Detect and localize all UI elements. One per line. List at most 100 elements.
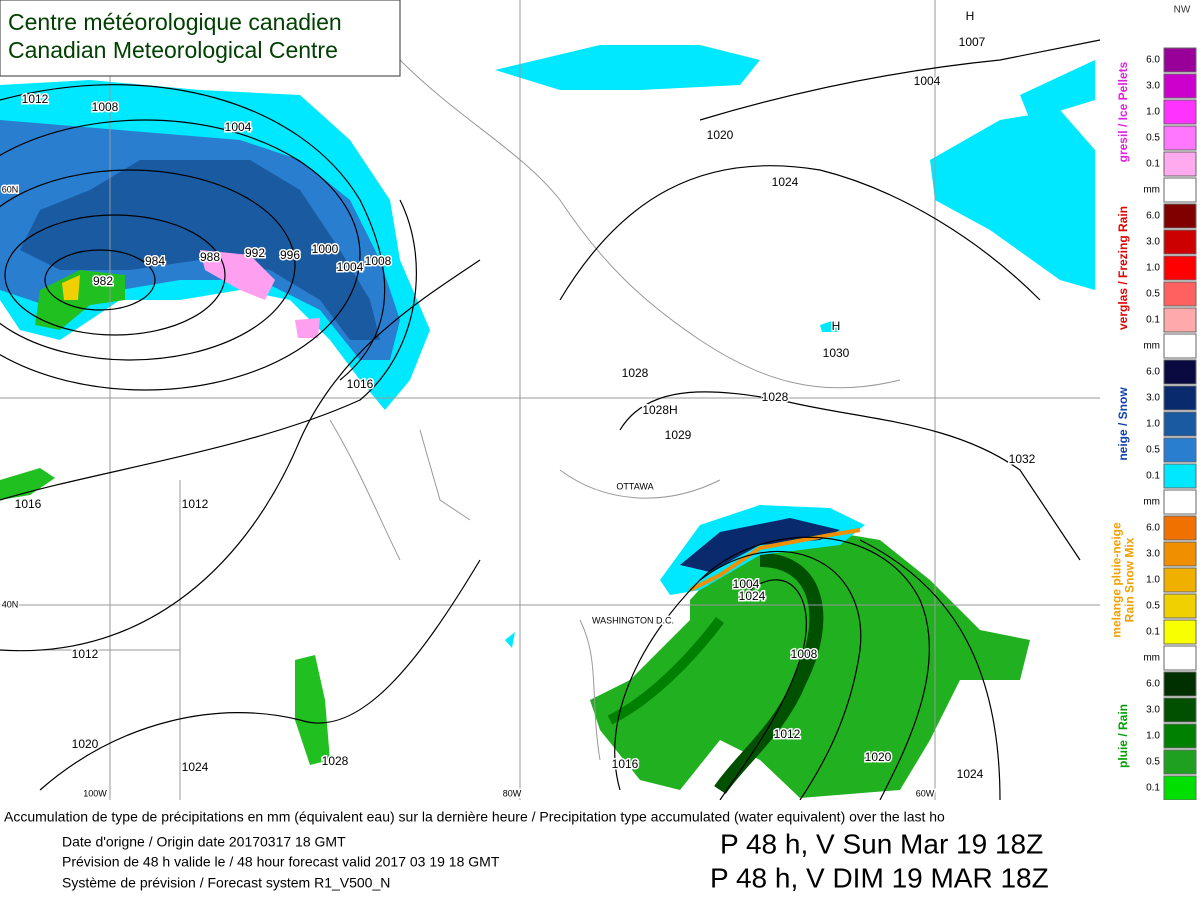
map-label: 1028 [622,366,649,380]
map-label: 996 [280,248,300,262]
legend-swatch [1163,437,1197,463]
valid-en: P 48 h, V Sun Mar 19 18Z [720,828,1043,859]
map-label: 1028H [642,403,677,417]
legend-swatch [1163,723,1197,749]
legend-swatch [1163,307,1197,333]
isobar [619,391,1081,561]
map-label: 1007 [959,35,986,49]
map-label: 1008 [92,100,119,114]
legend-swatch [1163,255,1197,281]
isobar [39,559,481,791]
map-label: 1016 [347,377,374,391]
legend-level: 0.1 [1146,315,1160,326]
isobar [44,249,156,311]
legend-swatch [1163,749,1197,775]
map-label: 60W [916,788,935,798]
map-label: 1008 [791,647,818,661]
footer-system: Système de prévision / Forecast system R… [62,875,390,891]
legend-level: 1.0 [1146,419,1160,430]
legend-level: 6.0 [1146,679,1160,690]
legend-group-label: melange pluie-neige [1110,522,1124,638]
legend-swatch [1163,385,1197,411]
map-label: 988 [200,250,220,264]
legend-level: 0.1 [1146,471,1160,482]
map-label: H [966,9,975,23]
map-label: 1012 [774,727,801,741]
isobar [4,214,226,336]
legend-level: 6.0 [1146,211,1160,222]
footer-description: Accumulation de type de précipitations e… [4,809,945,825]
legend-level: 6.0 [1146,367,1160,378]
legend-swatch [1163,593,1197,619]
legend-swatch [1163,281,1197,307]
legend-swatch [1163,671,1197,697]
map-label: 1012 [22,92,49,106]
map-label: 1004 [914,74,941,88]
map-label: 1028 [762,390,789,404]
map-label: 1024 [182,760,209,774]
legend-level: 3.0 [1146,237,1160,248]
coastline [40,59,901,800]
isobars [0,39,1101,801]
map-label: 40N [2,599,19,609]
title-fr: Centre météorologique canadien [8,9,342,35]
legend-swatch [1163,697,1197,723]
legend-group-label: pluie / Rain [1116,704,1130,768]
isobar [614,536,930,801]
title-box [0,0,401,77]
map-label: 1004 [225,120,252,134]
legend-swatch [1163,125,1197,151]
isobar [859,539,1001,801]
legend-unit: mm [1143,185,1160,196]
legend-swatch [1163,775,1197,801]
legend-level: 3.0 [1146,393,1160,404]
map-label: 1020 [707,128,734,142]
legend-swatch [1163,541,1197,567]
legend: NW 6.0 3.0 1.0 0.5 0.1 gresil / Ice Pellets mm… [1100,0,1200,801]
map-label: 1024 [772,175,799,189]
map-label: 80W [503,788,522,798]
isobar [719,579,807,801]
map-label: 1030 [823,346,850,360]
snow-area [495,45,1095,648]
isobar [0,169,296,361]
map-label: 992 [245,246,265,260]
legend-swatch [1163,73,1197,99]
map-label: 1012 [72,647,99,661]
legend-corner: NW [1174,5,1191,16]
legend-level: 0.1 [1146,783,1160,794]
legend-level: 0.5 [1146,289,1160,300]
isobar [699,550,862,801]
legend-group-label: Rain Snow Mix [1123,537,1137,622]
map-label: H [832,319,841,333]
legend-swatch [1163,177,1197,203]
map-label: 1029 [665,428,692,442]
map-label: 1016 [612,757,639,771]
legend-swatch [1163,203,1197,229]
legend-swatch [1163,47,1197,73]
legend-swatch [1163,333,1197,359]
legend-level: 3.0 [1146,81,1160,92]
legend-swatch [1163,515,1197,541]
legend-group-label: neige / Snow [1116,387,1130,461]
legend-swatch [1163,151,1197,177]
map-label: 1024 [957,767,984,781]
legend-swatch [1163,619,1197,645]
map-label: 60N [2,184,19,194]
footer-origin: Date d'origne / Origin date 20170317 18 … [62,834,346,850]
map-label: 984 [145,254,165,268]
legend-level: 0.1 [1146,159,1160,170]
map-label: 1012 [182,497,209,511]
pellet-area [200,250,320,338]
mix-area [62,275,80,300]
isobar [0,199,417,501]
rain-area [714,553,824,794]
legend-level: 0.5 [1146,601,1160,612]
legend-unit: mm [1143,341,1160,352]
map-label: 1016 [15,497,42,511]
isobar [0,84,386,381]
legend-level: 3.0 [1146,549,1160,560]
